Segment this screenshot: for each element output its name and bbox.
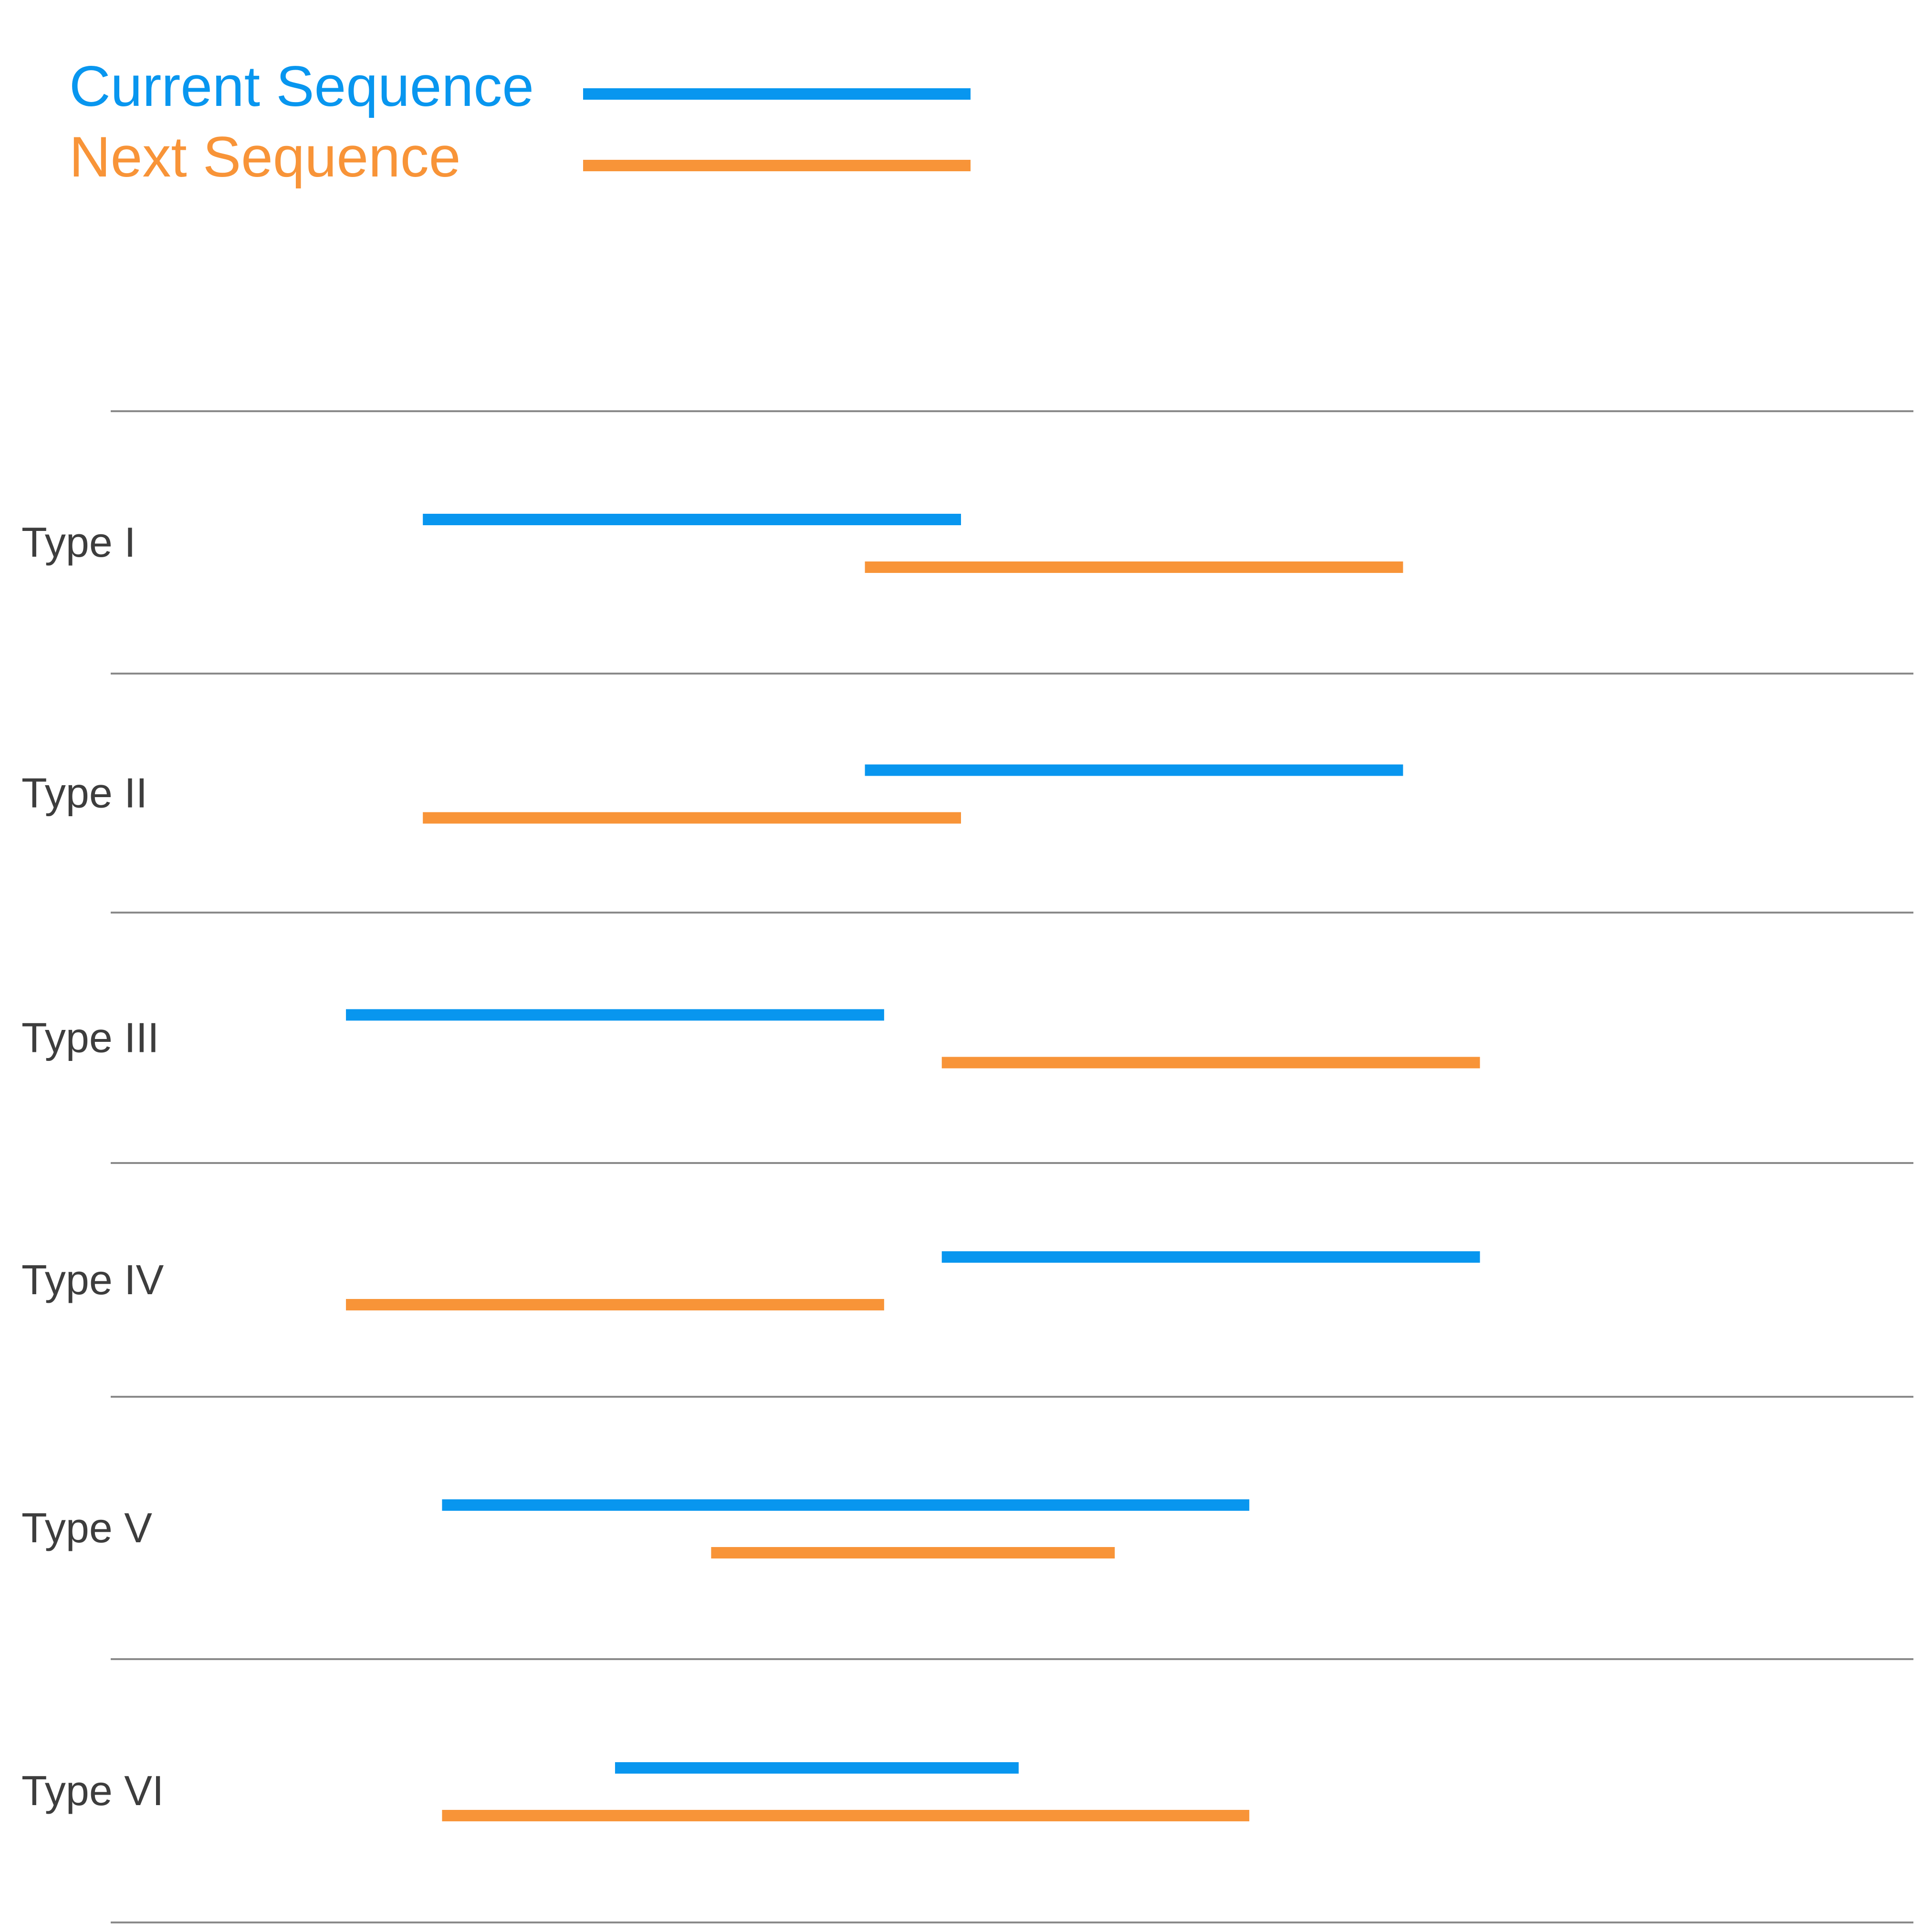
row-label: Type I [21, 519, 136, 566]
row-label: Type VI [21, 1767, 164, 1814]
row-label: Type V [21, 1504, 152, 1551]
sequence-rows: Type I Type II Type III Type IV Type V Type V… [21, 410, 1913, 1923]
legend-next-label: Next Sequence [69, 125, 461, 189]
legend-current-label: Current Sequence [69, 54, 534, 118]
row-label: Type III [21, 1014, 159, 1061]
row-label: Type II [21, 769, 147, 817]
row-label: Type IV [21, 1256, 164, 1303]
legend: Current Sequence Next Sequence [69, 54, 971, 189]
